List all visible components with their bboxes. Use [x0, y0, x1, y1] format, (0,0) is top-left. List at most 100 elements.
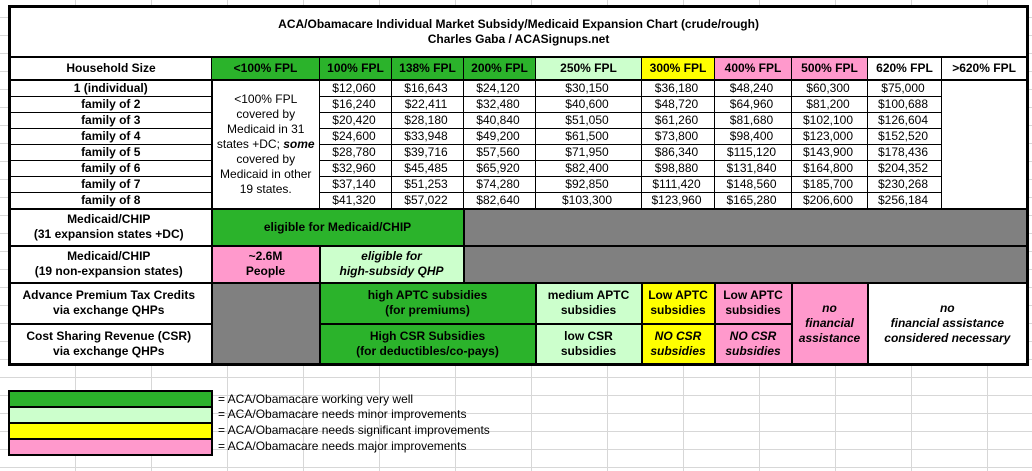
medicaid-expansion-row: Medicaid/CHIP (31 expansion states +DC) … — [8, 207, 1029, 247]
income-cell: $33,948 — [391, 127, 464, 145]
medium-aptc-cell: medium APTC subsidies — [534, 281, 643, 325]
not-applicable-cell — [210, 281, 321, 366]
color-legend: = ACA/Obamacare working very well = ACA/… — [8, 390, 490, 456]
header-row: Household Size <100% FPL 100% FPL 138% F… — [9, 55, 1029, 81]
income-cell: $28,180 — [391, 111, 464, 129]
legend-label: = ACA/Obamacare needs minor improvements — [218, 407, 467, 421]
income-cell: $103,300 — [535, 191, 642, 209]
no-assistance-500-cell: no financial assistance — [790, 281, 869, 366]
income-cell: $40,600 — [535, 95, 642, 113]
income-cell: $48,720 — [641, 95, 715, 113]
row-label: family of 4 — [9, 127, 213, 145]
income-cell: $131,840 — [714, 159, 792, 177]
income-cell: $81,200 — [791, 95, 868, 113]
income-cell: $24,120 — [463, 79, 536, 97]
income-cell: $61,500 — [535, 127, 642, 145]
note-emphasis: some — [283, 136, 315, 151]
income-cell: $39,716 — [391, 143, 464, 161]
income-cell: $82,400 — [535, 159, 642, 177]
title-row: ACA/Obamacare Individual Market Subsidy/… — [8, 6, 1029, 58]
income-cell: $123,000 — [791, 127, 868, 145]
income-cell: $102,100 — [791, 111, 868, 129]
income-cell: $16,240 — [319, 95, 392, 113]
income-cell: $82,640 — [463, 191, 536, 209]
income-cell: $164,800 — [791, 159, 868, 177]
aptc-row: Advance Premium Tax Credits via exchange… — [8, 281, 1029, 366]
low-csr-cell: low CSR subsidies — [534, 322, 643, 366]
note-pre: <100% FPL covered by Medicaid in 31 stat… — [216, 91, 305, 151]
header-500-fpl: 500% FPL — [791, 55, 868, 81]
header-620-fpl: 620% FPL — [867, 55, 942, 81]
table-row: family of 7 $37,140 $51,253 $74,280 $92,… — [9, 175, 1028, 193]
note-post: covered by Medicaid in other 19 states. — [220, 151, 312, 196]
income-cell: $230,268 — [867, 175, 942, 193]
title-line-1: ACA/Obamacare Individual Market Subsidy/… — [278, 16, 759, 31]
income-cell: $81,680 — [714, 111, 792, 129]
header-200-fpl: 200% FPL — [463, 55, 536, 81]
csr-row: Cost Sharing Revenue (CSR) via exchange … — [8, 322, 1028, 366]
no-csr-300-cell: NO CSR subsidies — [640, 322, 716, 366]
no-csr-400-cell: NO CSR subsidies — [713, 322, 793, 366]
income-cell: $32,960 — [319, 159, 392, 177]
aptc-label: Advance Premium Tax Credits via exchange… — [8, 281, 213, 325]
income-cell: $206,600 — [791, 191, 868, 209]
legend-item: = ACA/Obamacare needs major improvements — [8, 438, 490, 456]
title-line-2: Charles Gaba / ACASignups.net — [427, 31, 610, 46]
table-row: family of 8 $41,320 $57,022 $82,640 $103… — [9, 191, 1028, 209]
income-cell: $165,280 — [714, 191, 792, 209]
table-row: family of 4 $24,600 $33,948 $49,200 $61,… — [9, 127, 1028, 145]
income-cell: $185,700 — [791, 175, 868, 193]
header-gt620-fpl: >620% FPL — [940, 55, 1029, 81]
low-aptc-300-cell: Low APTC subsidies — [640, 281, 716, 325]
medicaid-nonexpansion-row: Medicaid/CHIP (19 non-expansion states) … — [8, 244, 1029, 284]
income-cell: $22,411 — [391, 95, 464, 113]
row-label: 1 (individual) — [9, 79, 213, 97]
income-cell: $86,340 — [641, 143, 715, 161]
table-row: family of 3 $20,420 $28,180 $40,840 $51,… — [9, 111, 1028, 129]
low-aptc-400-cell: Low APTC subsidies — [713, 281, 793, 325]
header-300-fpl: 300% FPL — [641, 55, 715, 81]
income-cell: $16,643 — [391, 79, 464, 97]
income-cell: $57,560 — [463, 143, 536, 161]
income-cell: $60,300 — [791, 79, 868, 97]
income-cell: $49,200 — [463, 127, 536, 145]
income-cell: $24,600 — [319, 127, 392, 145]
people-count-cell: ~2.6M People — [210, 244, 321, 284]
income-cell: $57,022 — [391, 191, 464, 209]
income-cell: $71,950 — [535, 143, 642, 161]
medicaid-eligible-cell: eligible for Medicaid/CHIP — [210, 207, 465, 247]
income-cell: $148,560 — [714, 175, 792, 193]
income-cell: $100,688 — [867, 95, 942, 113]
income-cell: $41,320 — [319, 191, 392, 209]
medicaid-expansion-label: Medicaid/CHIP (31 expansion states +DC) — [8, 207, 213, 247]
income-cell: $111,420 — [641, 175, 715, 193]
no-assistance-620-cell: no financial assistance considered neces… — [866, 281, 1029, 366]
high-csr-cell: High CSR Subsidies (for deductibles/co-p… — [318, 322, 537, 366]
header-400-fpl: 400% FPL — [714, 55, 792, 81]
income-cell: $256,184 — [867, 191, 942, 209]
income-cell: $98,880 — [641, 159, 715, 177]
legend-swatch-pink — [8, 438, 213, 456]
income-cell: $36,180 — [641, 79, 715, 97]
legend-label: = ACA/Obamacare needs significant improv… — [218, 423, 490, 437]
income-cell: $204,352 — [867, 159, 942, 177]
income-cell: $123,960 — [641, 191, 715, 209]
income-cell: $32,480 — [463, 95, 536, 113]
row-label: family of 5 — [9, 143, 213, 161]
income-cell: $40,840 — [463, 111, 536, 129]
income-cell: $12,060 — [319, 79, 392, 97]
table-row: family of 5 $28,780 $39,716 $57,560 $71,… — [9, 143, 1028, 161]
income-cell: $48,240 — [714, 79, 792, 97]
income-cell: $20,420 — [319, 111, 392, 129]
income-cell: $75,000 — [867, 79, 942, 97]
table-row: 1 (individual) <100% FPL covered by Medi… — [9, 79, 1029, 209]
legend-item: = ACA/Obamacare needs minor improvements — [8, 406, 490, 424]
income-cell: $74,280 — [463, 175, 536, 193]
subsidy-chart-table: ACA/Obamacare Individual Market Subsidy/… — [8, 5, 1030, 366]
row-label: family of 6 — [9, 159, 213, 177]
income-cell: $51,253 — [391, 175, 464, 193]
income-cell: $28,780 — [319, 143, 392, 161]
gt620-empty-cell — [940, 79, 1029, 209]
income-cell: $61,260 — [641, 111, 715, 129]
